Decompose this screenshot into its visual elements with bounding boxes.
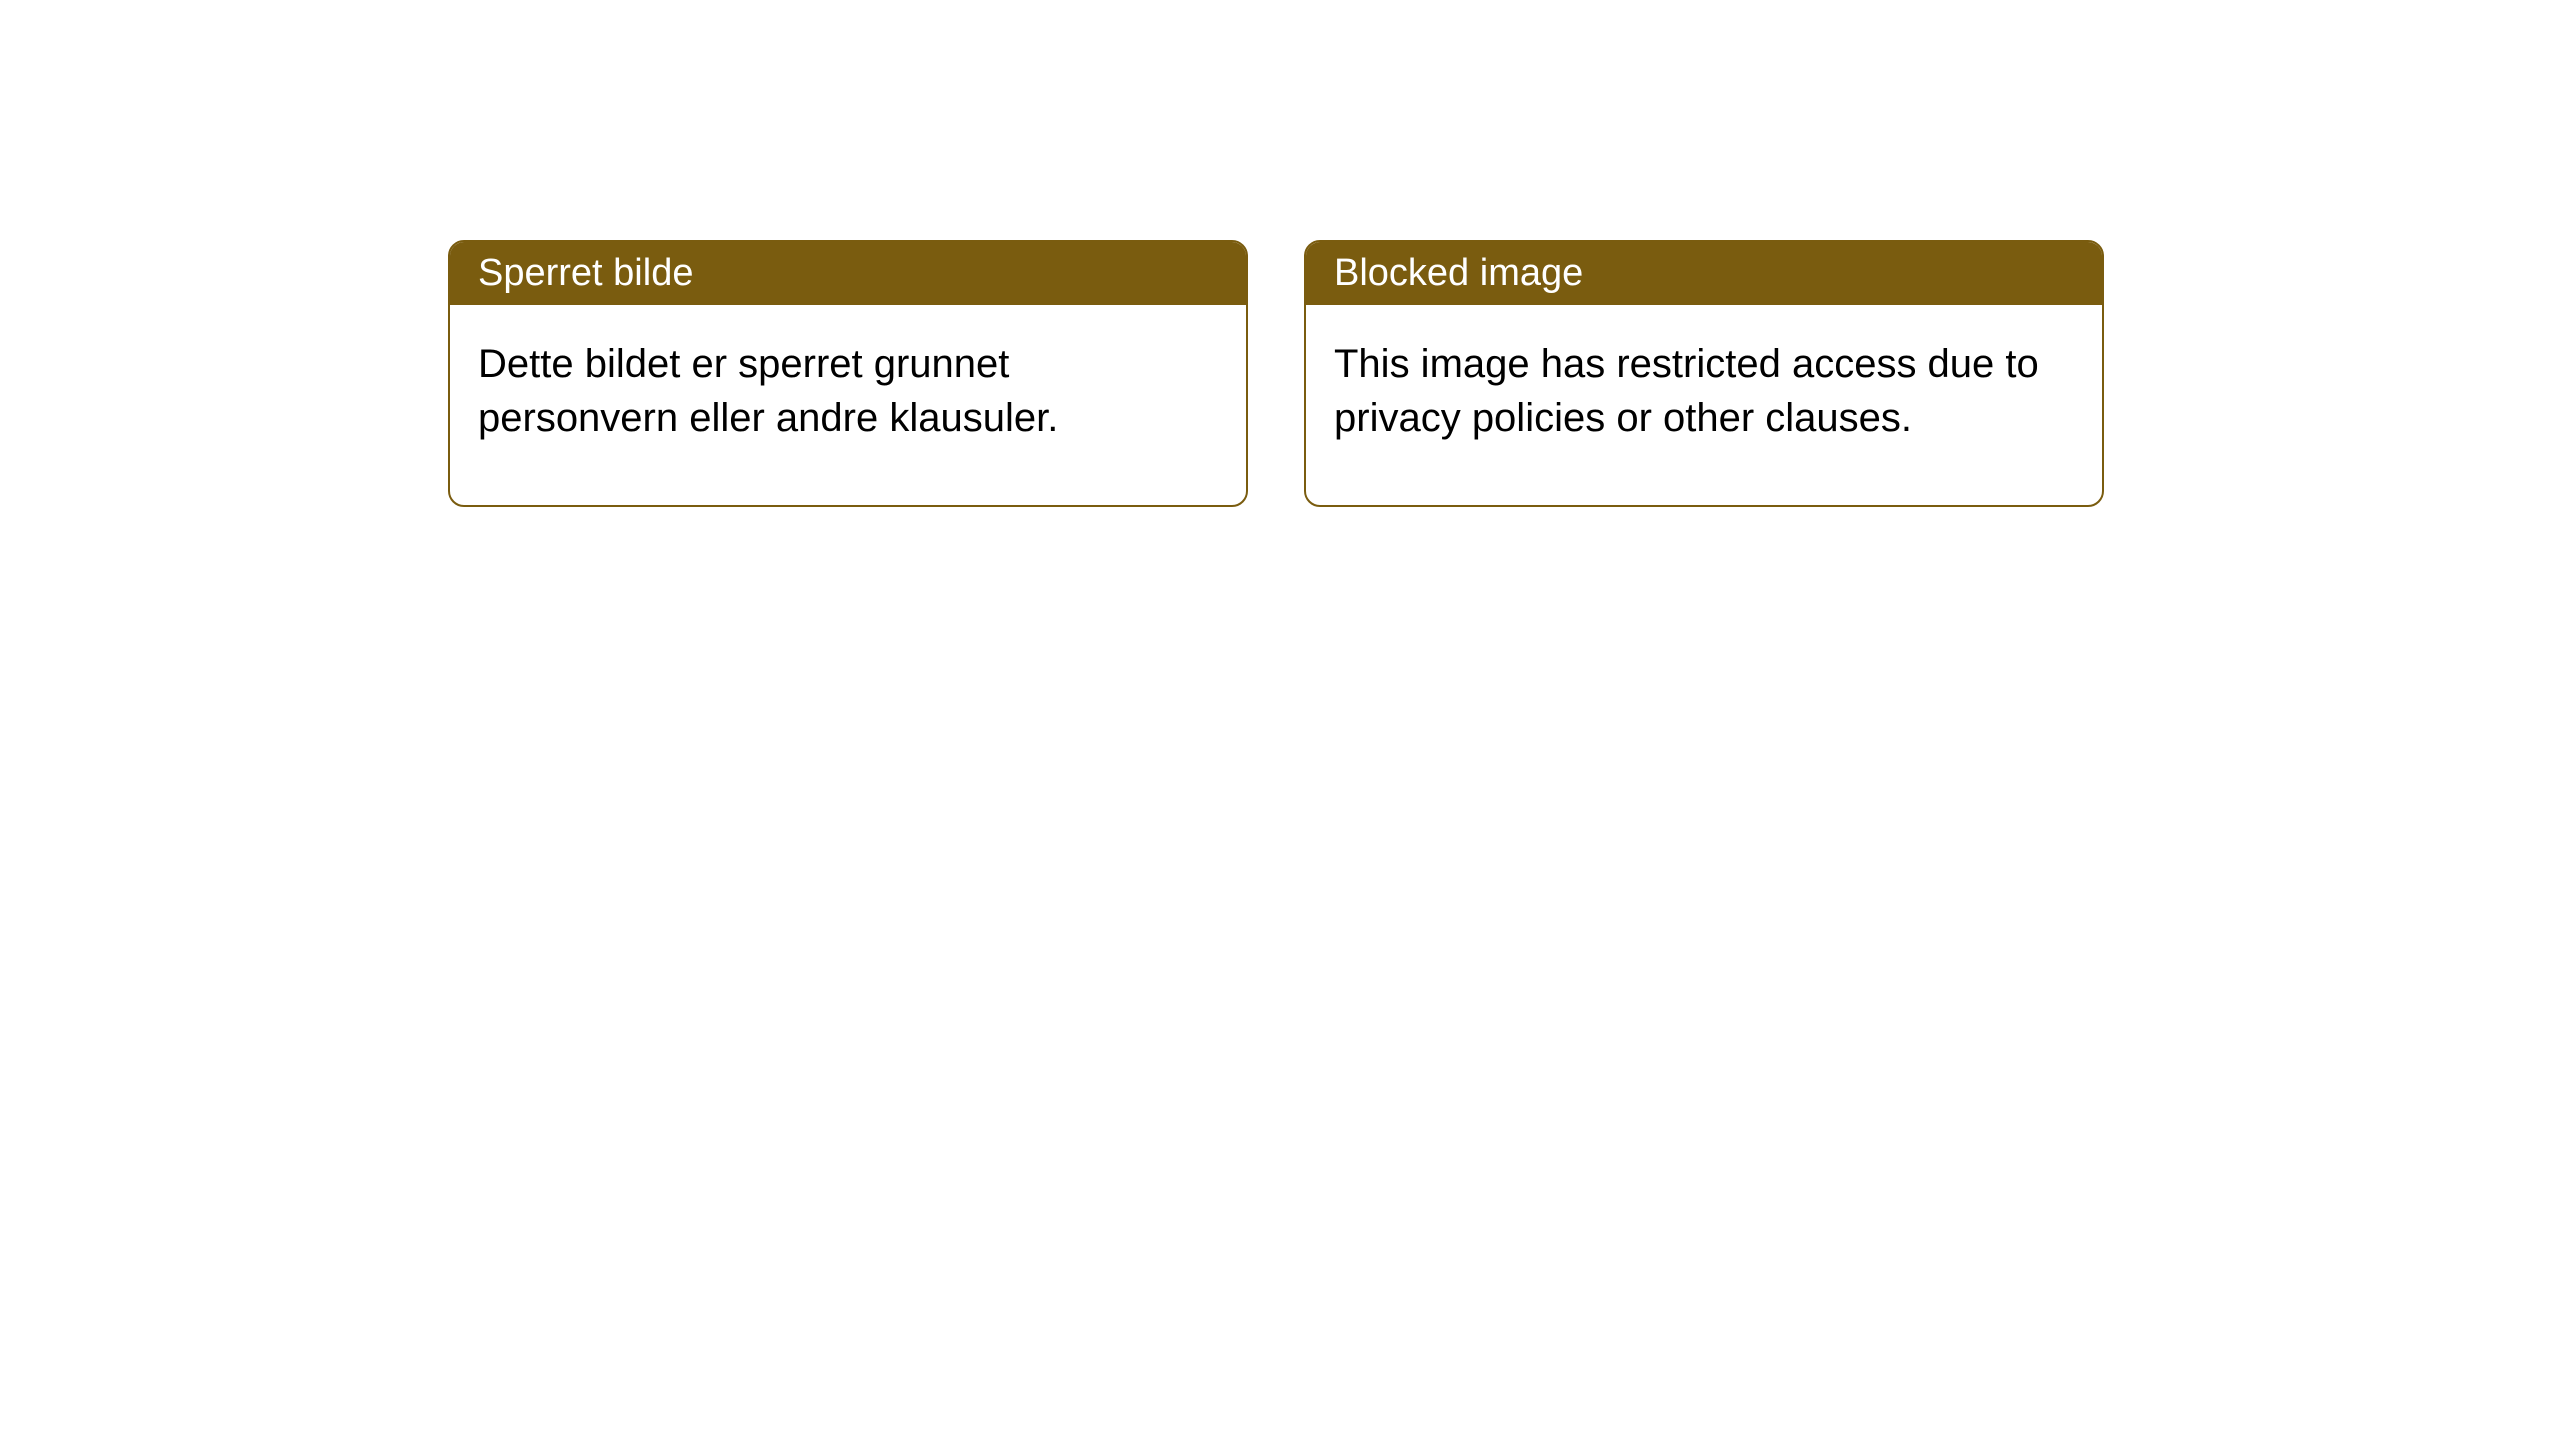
card-body-text: This image has restricted access due to …: [1334, 342, 2039, 440]
card-header: Blocked image: [1306, 242, 2102, 305]
notice-card-norwegian: Sperret bilde Dette bildet er sperret gr…: [448, 240, 1248, 507]
card-header: Sperret bilde: [450, 242, 1246, 305]
card-title: Sperret bilde: [478, 252, 693, 294]
card-title: Blocked image: [1334, 252, 1583, 294]
card-body: Dette bildet er sperret grunnet personve…: [450, 305, 1246, 505]
notice-card-english: Blocked image This image has restricted …: [1304, 240, 2104, 507]
card-body: This image has restricted access due to …: [1306, 305, 2102, 505]
notice-container: Sperret bilde Dette bildet er sperret gr…: [448, 240, 2104, 507]
card-body-text: Dette bildet er sperret grunnet personve…: [478, 342, 1058, 440]
